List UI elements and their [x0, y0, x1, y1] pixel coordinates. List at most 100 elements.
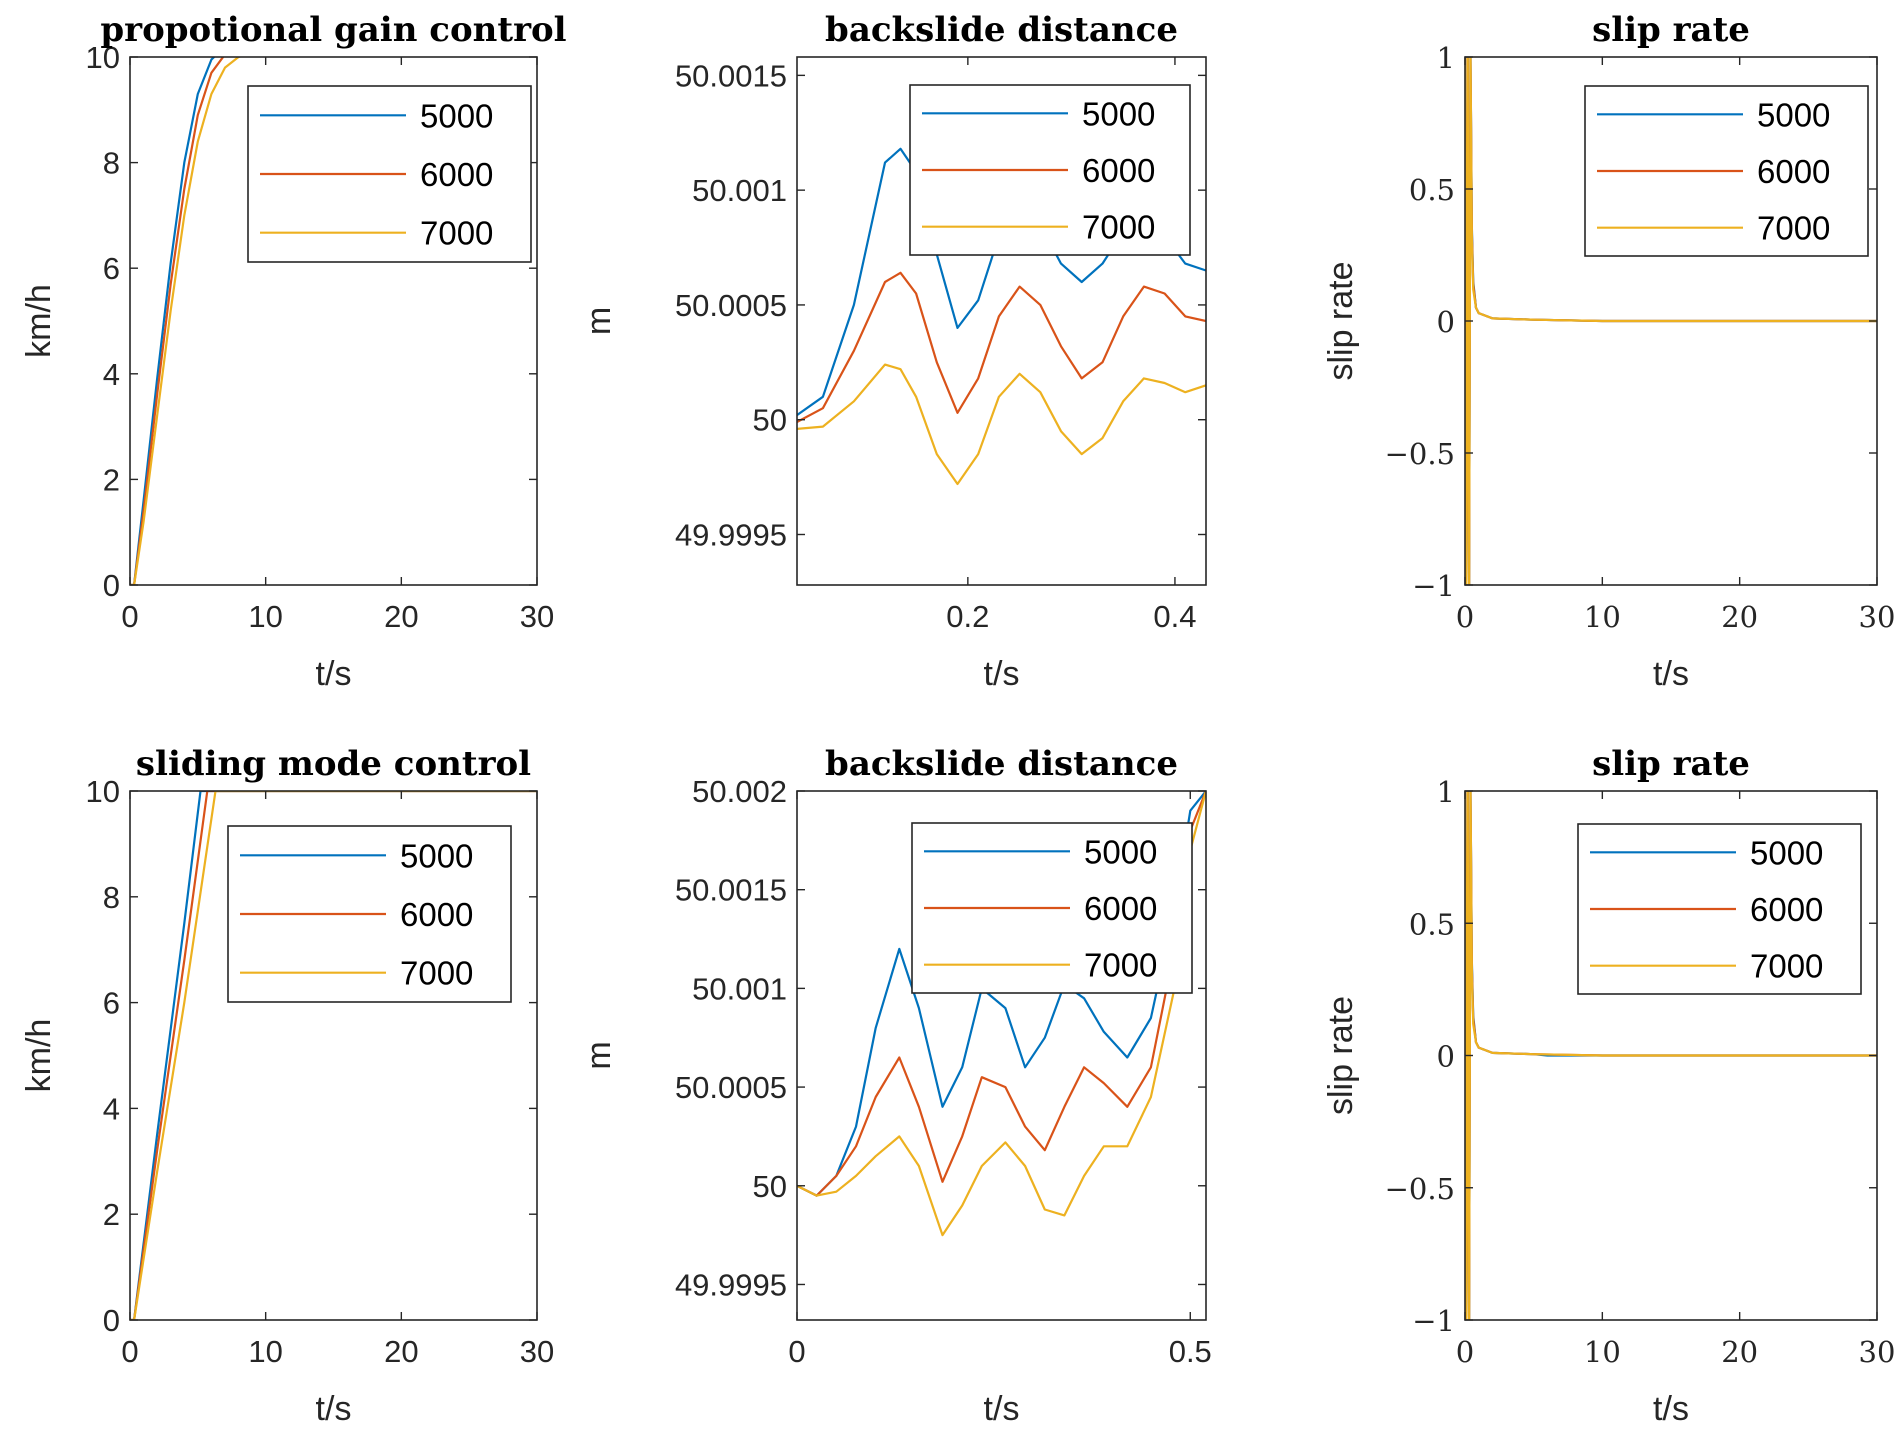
y-tick-label: 50.0015 — [675, 873, 787, 908]
x-tick-label: 30 — [1859, 1335, 1896, 1369]
y-tick-label: 50.0005 — [675, 1070, 787, 1105]
series-line-5000 — [797, 791, 1206, 1197]
axes-box — [129, 790, 538, 1321]
y-tick-label: 6 — [103, 251, 120, 286]
x-tick-label: 0.5 — [1169, 1334, 1212, 1369]
y-axis-label: slip rate — [1322, 996, 1360, 1115]
x-axis-label: t/s — [1653, 655, 1689, 693]
legend: 5000 6000 7000 — [1584, 85, 1869, 257]
plot-title: backslide distance — [825, 744, 1178, 784]
y-tick-label: 50 — [753, 403, 787, 438]
series-line-7000 — [797, 363, 1206, 486]
axes-box — [796, 56, 1207, 586]
y-tick-label: 50.001 — [692, 971, 787, 1006]
y-tick-label: 1 — [1437, 41, 1455, 75]
series-line-7000 — [130, 791, 537, 1320]
y-tick-label: −0.5 — [1385, 437, 1455, 471]
legend-label-6000: 6000 — [1082, 152, 1155, 189]
y-tick-label: 0 — [1437, 305, 1455, 339]
subplot-3: 0 10 20 30 −1 −0.5 0 0.5 1 slip rate t/s slip rate 5… — [1322, 10, 1895, 693]
y-tick-label: 1 — [1437, 775, 1455, 809]
y-tick-label: −1 — [1412, 1304, 1455, 1338]
y-axis-label: km/h — [20, 284, 58, 358]
x-axis-label: t/s — [984, 1390, 1020, 1428]
y-tick-label: 50.0005 — [675, 288, 787, 323]
legend-label-7000: 7000 — [420, 215, 493, 252]
x-tick-label: 10 — [1584, 600, 1621, 634]
y-axis-label: slip rate — [1322, 261, 1360, 380]
legend-label-5000: 5000 — [1750, 834, 1823, 871]
series-line-6000 — [797, 791, 1206, 1197]
legend-label-6000: 6000 — [1750, 891, 1823, 928]
x-tick-label: 10 — [248, 1334, 282, 1369]
legend: 5000 6000 7000 — [247, 85, 532, 263]
y-tick-label: 50.002 — [692, 774, 787, 809]
x-tick-label: 0.2 — [946, 599, 989, 634]
plot-title: propotional gain control — [100, 10, 566, 50]
legend: 5000 6000 7000 — [227, 825, 512, 1003]
y-tick-label: 0.5 — [1409, 907, 1455, 941]
legend-label-7000: 7000 — [1750, 948, 1823, 985]
y-tick-label: −1 — [1412, 569, 1455, 603]
subplot-2: 0.2 0.4 49.9995 50 50.0005 50.001 50.0015 backs… — [580, 10, 1207, 693]
subplot-5: 0 0.5 49.9995 50 50.0005 50.001 50.0015 50.002 b… — [580, 744, 1212, 1428]
y-tick-label: 0 — [103, 1303, 120, 1338]
x-axis-label: t/s — [1653, 1390, 1689, 1428]
y-axis-label: m — [580, 1041, 618, 1069]
y-tick-label: 0 — [103, 568, 120, 603]
y-tick-label: 50.0015 — [675, 58, 787, 93]
plot-title: backslide distance — [825, 10, 1178, 50]
x-tick-label: 20 — [1721, 600, 1758, 634]
y-tick-label: 10 — [86, 774, 120, 809]
x-axis-label: t/s — [316, 1390, 352, 1428]
legend: 5000 6000 7000 — [909, 84, 1191, 256]
legend-label-7000: 7000 — [1757, 210, 1830, 247]
x-tick-label: 20 — [384, 599, 418, 634]
y-tick-label: 2 — [103, 462, 120, 497]
plot-title: slip rate — [1592, 744, 1750, 784]
y-tick-label: 49.9995 — [675, 517, 787, 552]
axes-box — [129, 56, 538, 586]
series-line-7000 — [130, 57, 243, 585]
x-tick-label: 0 — [121, 1334, 138, 1369]
y-tick-label: 10 — [86, 40, 120, 75]
y-tick-label: 4 — [103, 1091, 120, 1126]
series-line-7000 — [797, 791, 1206, 1237]
legend-label-7000: 7000 — [1082, 209, 1155, 246]
series-line-6000 — [797, 271, 1206, 423]
series-line-5000 — [130, 57, 216, 585]
legend-label-5000: 5000 — [1082, 95, 1155, 132]
x-axis-label: t/s — [984, 655, 1020, 693]
legend-label-5000: 5000 — [400, 837, 473, 874]
plot-title: sliding mode control — [136, 744, 531, 784]
legend: 5000 6000 7000 — [1577, 823, 1862, 995]
x-axis-label: t/s — [316, 655, 352, 693]
legend: 5000 6000 7000 — [911, 822, 1193, 994]
y-tick-label: 8 — [103, 880, 120, 915]
legend-label-6000: 6000 — [420, 156, 493, 193]
x-tick-label: 10 — [1584, 1335, 1621, 1369]
x-tick-label: 30 — [520, 1334, 554, 1369]
x-tick-label: 30 — [520, 599, 554, 634]
y-tick-label: 8 — [103, 146, 120, 181]
series-line-7000 — [1465, 57, 1877, 585]
legend-label-5000: 5000 — [1757, 96, 1830, 133]
y-tick-label: 50 — [753, 1169, 787, 1204]
x-tick-label: 0 — [1456, 1335, 1474, 1369]
plot-title: slip rate — [1592, 10, 1750, 50]
y-tick-label: 6 — [103, 986, 120, 1021]
legend-label-6000: 6000 — [1084, 890, 1157, 927]
legend-label-6000: 6000 — [400, 896, 473, 933]
x-tick-label: 20 — [1721, 1335, 1758, 1369]
x-tick-label: 10 — [248, 599, 282, 634]
series-line-7000 — [1465, 791, 1877, 1320]
series-line-6000 — [130, 57, 225, 585]
y-tick-label: 50.001 — [692, 173, 787, 208]
y-tick-label: −0.5 — [1385, 1172, 1455, 1206]
legend-label-5000: 5000 — [420, 97, 493, 134]
y-tick-label: 4 — [103, 357, 120, 392]
x-tick-label: 0 — [788, 1334, 805, 1369]
x-tick-label: 30 — [1859, 600, 1896, 634]
y-axis-label: m — [580, 307, 618, 335]
